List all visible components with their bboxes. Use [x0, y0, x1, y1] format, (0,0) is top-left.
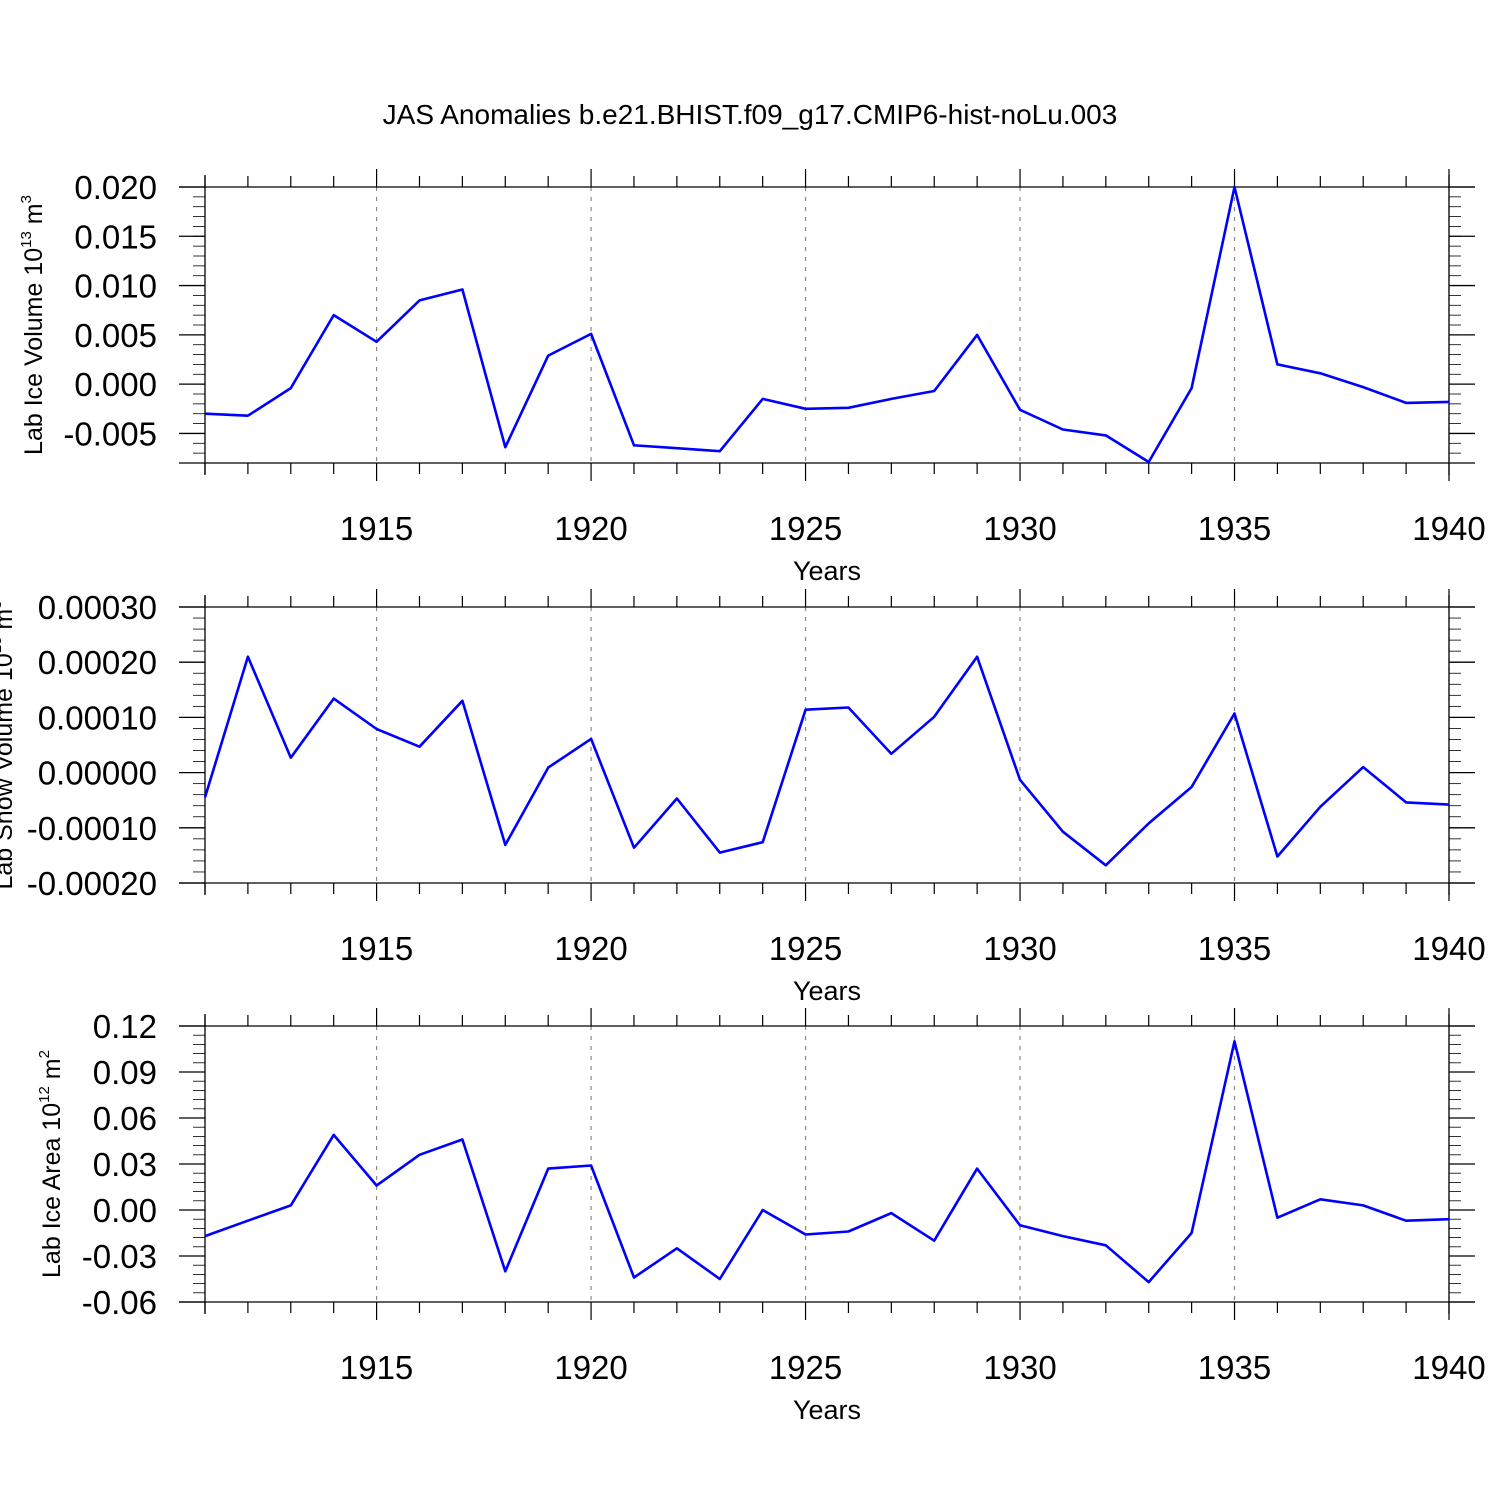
y-tick-label: 0.00030 [38, 589, 157, 626]
x-tick-label: 1940 [1412, 1349, 1485, 1386]
x-tick-label: 1920 [554, 930, 627, 967]
panel-ice-area: 0.12 0.09 0.06 0.03 0.00 -0.03 -0.06 1915 1920 19… [36, 1008, 1486, 1425]
y-tick-label: 0.020 [74, 169, 157, 206]
y-tick-label: 0.00010 [38, 699, 157, 736]
series-line-snow-volume [203, 655, 1450, 867]
x-tick-label: 1930 [983, 510, 1056, 547]
panel-ice-volume: 0.020 0.015 0.010 0.005 0.000 -0.005 1915 1920 1… [18, 169, 1486, 586]
x-tick-label: 1925 [769, 510, 842, 547]
x-tick-label: 1930 [983, 1349, 1056, 1386]
y-tick-label: -0.00020 [27, 865, 157, 902]
y-tick-label: 0.09 [93, 1054, 157, 1091]
y-tick-label: 0.00020 [38, 644, 157, 681]
series-line-ice-volume [204, 185, 1450, 464]
y-tick-label: 0.000 [74, 366, 157, 403]
y-tick-label: -0.03 [82, 1238, 157, 1275]
figure-title: JAS Anomalies b.e21.BHIST.f09_g17.CMIP6-… [383, 99, 1118, 130]
x-tick-label: 1915 [340, 1349, 413, 1386]
y-tick-label: 0.12 [93, 1008, 157, 1045]
series-line-ice-area [204, 1040, 1450, 1284]
y-axis-label: Lab Ice Volume 1013 m3 [18, 195, 48, 455]
x-tick-label: 1940 [1412, 930, 1485, 967]
y-tick-label: 0.00 [93, 1192, 157, 1229]
y-tick-label: 0.015 [74, 218, 157, 255]
y-tick-label: -0.06 [82, 1284, 157, 1321]
x-tick-label: 1935 [1198, 930, 1271, 967]
x-tick-label: 1935 [1198, 1349, 1271, 1386]
x-tick-label: 1925 [769, 1349, 842, 1386]
x-tick-label: 1915 [340, 930, 413, 967]
x-axis-label: Years [793, 556, 861, 586]
y-tick-label: 0.010 [74, 268, 157, 305]
x-tick-label: 1915 [340, 510, 413, 547]
x-tick-label: 1920 [554, 1349, 627, 1386]
x-tick-label: 1940 [1412, 510, 1485, 547]
y-tick-label: 0.06 [93, 1100, 157, 1137]
y-axis-label: Lab Ice Area 1012 m2 [36, 1050, 66, 1278]
panel-snow-volume: 0.00030 0.00020 0.00010 0.00000 -0.00010 -0.0… [0, 589, 1486, 1006]
y-axis-label: Lab Snow Volume 1013 m3 [0, 600, 18, 889]
x-axis-label: Years [793, 976, 861, 1006]
x-tick-label: 1925 [769, 930, 842, 967]
y-tick-label: -0.00010 [27, 810, 157, 847]
y-tick-label: 0.005 [74, 317, 157, 354]
x-tick-label: 1920 [554, 510, 627, 547]
y-tick-label: -0.005 [63, 415, 157, 452]
y-tick-label: 0.00000 [38, 755, 157, 792]
x-axis-label: Years [793, 1395, 861, 1425]
y-tick-label: 0.03 [93, 1146, 157, 1183]
x-tick-label: 1935 [1198, 510, 1271, 547]
x-tick-label: 1930 [983, 930, 1056, 967]
